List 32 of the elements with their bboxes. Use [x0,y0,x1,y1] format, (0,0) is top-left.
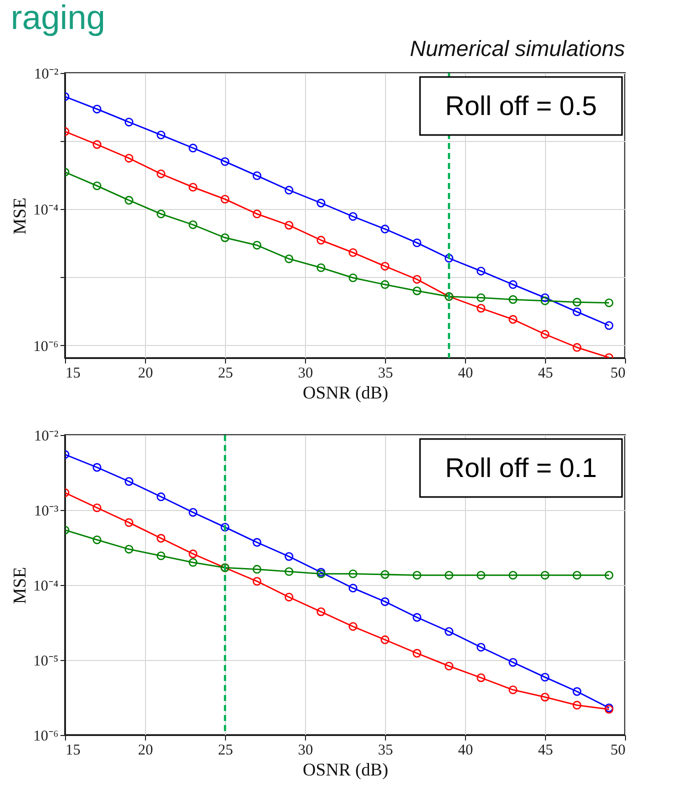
x-tick-label: 35 [378,742,393,758]
y-tick-label: 10⁻² [34,66,59,82]
y-tick-label: 10⁻⁴ [33,202,58,219]
x-tick-label: 20 [138,742,153,758]
annotation: Roll off = 0.5 [445,91,597,121]
x-tick-label: 15 [66,742,80,758]
x-tick-label: 25 [218,366,233,382]
x-tick-label: 50 [610,366,626,382]
x-tick-label: 40 [458,366,473,382]
x-tick-label: 30 [298,742,313,758]
y-tick-label: 10⁻⁵ [33,654,58,670]
x-axis-title: OSNR (dB) [302,760,388,780]
y-tick-label: 10⁻³ [34,504,59,520]
annotation: Roll off = 0.1 [445,453,597,483]
y-tick-label: 10⁻⁴ [33,578,58,594]
x-tick-label: 15 [66,366,80,382]
text: Numerical simulations [410,36,625,61]
y-axis-title: MSE [9,197,30,235]
y-tick-label: 10⁻⁶ [33,338,58,355]
x-tick-label: 30 [298,366,313,382]
y-axis-title: MSE [9,566,30,604]
chart-title: raging [10,0,106,37]
x-tick-label: 45 [538,366,553,382]
y-tick-label: 10⁻⁶ [33,728,58,744]
x-tick-label: 25 [218,742,233,758]
y-tick-label: 10⁻² [34,428,59,444]
x-axis-title: OSNR (dB) [302,382,388,402]
x-tick-label: 50 [610,742,626,758]
x-tick-label: 20 [138,366,153,382]
x-tick-label: 45 [538,742,553,758]
x-tick-label: 35 [378,366,393,382]
x-tick-label: 40 [458,742,473,758]
